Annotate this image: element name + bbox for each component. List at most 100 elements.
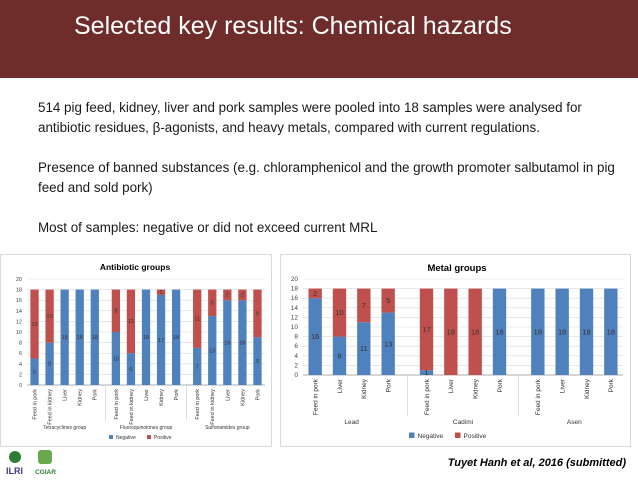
data-label: 5 — [33, 370, 36, 376]
bar-negative — [141, 289, 151, 385]
data-label: 8 — [114, 309, 117, 315]
data-label: 11 — [194, 317, 200, 323]
data-label: 17 — [158, 338, 164, 344]
cgiar-logo-text: CGIAR — [35, 469, 56, 476]
x-tick-label: Pork — [255, 389, 261, 401]
data-label: 18 — [495, 327, 503, 336]
group-label: Sulfonamides group — [205, 425, 250, 431]
x-tick-label: Feed in pork — [195, 389, 201, 420]
y-tick-label: 20 — [291, 276, 299, 283]
legend-label-negative: Negative — [418, 433, 444, 440]
data-label: 18 — [143, 335, 149, 341]
bar-negative — [126, 353, 136, 385]
bar-negative — [111, 332, 121, 385]
x-tick-label: Kidney — [159, 389, 165, 406]
x-tick-label: Feed in pork — [535, 378, 542, 415]
paragraph-banned-substances: Presence of banned substances (e.g. chlo… — [38, 160, 615, 195]
y-tick-label: 4 — [19, 362, 22, 368]
data-label: 13 — [31, 322, 37, 328]
bar-positive — [45, 289, 54, 343]
bar-negative — [332, 336, 347, 375]
data-label: 18 — [92, 335, 98, 341]
x-tick-label: Pork — [497, 378, 504, 392]
legend-label-positive: Positive — [154, 435, 172, 441]
data-label: 9 — [256, 311, 259, 317]
x-tick-label: Liver — [144, 389, 150, 401]
bar-positive — [357, 288, 371, 323]
slide-title: Selected key results: Chemical hazards — [74, 12, 512, 40]
data-label: 18 — [447, 327, 455, 336]
y-tick-label: 2 — [294, 362, 298, 369]
legend-swatch-negative — [409, 432, 415, 438]
y-tick-label: 20 — [16, 277, 22, 283]
y-tick-label: 6 — [294, 343, 298, 350]
x-tick-label: Feed in kidney — [129, 389, 135, 425]
data-label: 18 — [558, 327, 566, 336]
bar-negative — [238, 300, 247, 385]
y-tick-label: 16 — [291, 295, 299, 302]
x-tick-label: Liver — [225, 389, 231, 401]
data-label: 18 — [471, 327, 479, 336]
group-label: Asen — [567, 419, 582, 426]
bar-positive — [223, 289, 232, 301]
data-label: 16 — [239, 340, 245, 346]
x-tick-label: Liver — [337, 378, 344, 393]
legend-swatch-positive — [147, 435, 151, 439]
bar-positive — [193, 289, 202, 348]
legend-label-positive: Positive — [464, 433, 487, 440]
legend-swatch-positive — [455, 432, 461, 438]
data-label: 18 — [173, 335, 179, 341]
bar-negative — [60, 289, 69, 385]
bar-negative — [357, 322, 371, 375]
data-label: 13 — [209, 348, 215, 354]
y-tick-label: 12 — [291, 314, 299, 321]
y-tick-label: 6 — [19, 351, 22, 357]
x-tick-label: Feed in pork — [312, 378, 319, 415]
bar-negative — [555, 288, 569, 375]
bar-negative — [193, 347, 202, 385]
group-label: Cadimi — [453, 419, 473, 426]
data-label: 7 — [196, 364, 199, 370]
bar-negative — [75, 289, 84, 385]
y-tick-label: 8 — [19, 341, 22, 347]
data-label: 18 — [607, 327, 615, 336]
y-tick-label: 0 — [294, 372, 298, 379]
bar-negative — [223, 300, 232, 385]
y-tick-label: 2 — [19, 372, 22, 378]
data-label: 10 — [47, 314, 53, 320]
data-label: 8 — [48, 362, 51, 368]
bar-positive — [381, 288, 395, 313]
citation: Tuyet Hanh et al, 2016 (submitted) — [447, 457, 626, 469]
x-tick-label: Kidney — [472, 378, 479, 399]
data-label: 10 — [335, 308, 343, 317]
x-tick-label: Kidney — [584, 378, 591, 399]
logos: ILRI CGIAR — [4, 446, 64, 478]
x-tick-label: Feed in kidney — [210, 389, 216, 425]
group-label: Fluoroquinolones group — [120, 425, 173, 431]
data-label: 2 — [226, 293, 229, 299]
ilri-logo-text: ILRI — [6, 466, 23, 476]
bar-negative — [492, 288, 507, 375]
bar-negative — [531, 288, 545, 375]
antibiotic-groups-chart-svg: Antibiotic groups02468101214161820513Fee… — [16, 262, 265, 441]
x-tick-label: Feed in pork — [424, 378, 431, 415]
data-label: 9 — [256, 359, 259, 365]
data-label: 16 — [224, 340, 230, 346]
data-label: 6 — [129, 367, 132, 373]
bar-negative — [419, 370, 434, 375]
metal-groups-chart: Metal groups 0 2 4 6 8 10 12 14 16 18 20 16 2 Feed in … — [280, 254, 631, 447]
x-tick-label: Pork — [385, 378, 392, 392]
bar-positive — [468, 288, 482, 375]
bar-positive — [156, 289, 166, 295]
legend-swatch-negative — [109, 435, 113, 439]
y-tick-label: 0 — [19, 383, 22, 389]
x-tick-label: Feed in kidney — [48, 389, 54, 425]
bar-positive — [30, 289, 39, 359]
data-label: 18 — [77, 335, 83, 341]
y-tick-label: 16 — [16, 298, 22, 304]
group-label: Lead — [344, 419, 359, 426]
x-tick-label: Liver — [63, 389, 69, 401]
logo-graphics: ILRI CGIAR — [6, 450, 56, 476]
slide-body: 514 pig feed, kidney, liver and pork sam… — [38, 98, 618, 238]
